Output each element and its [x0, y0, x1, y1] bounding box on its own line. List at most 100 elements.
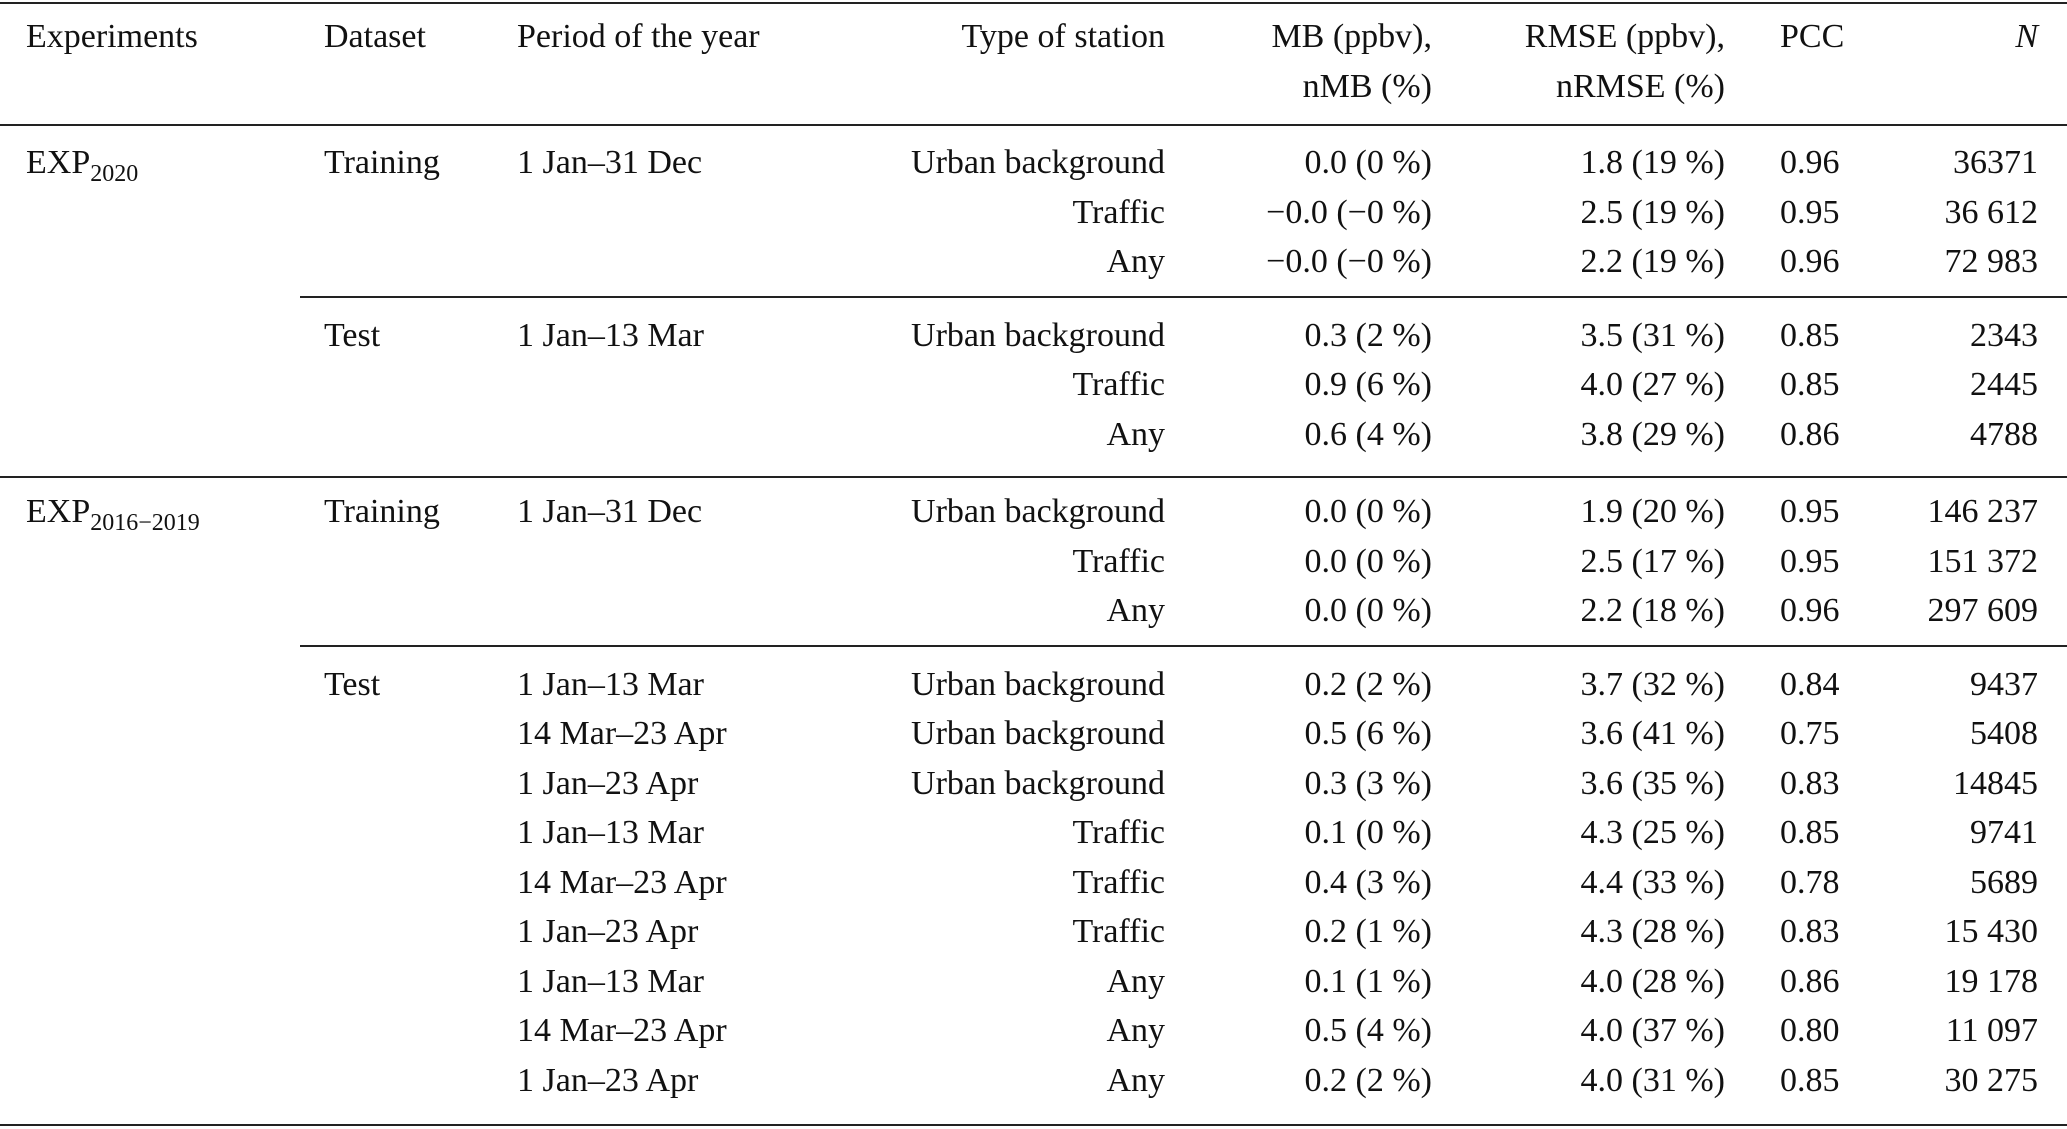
station-type: Urban background: [911, 715, 1165, 752]
pcc: 0.83: [1780, 913, 1840, 950]
rule: [0, 124, 2067, 126]
experiment-base: EXP: [26, 493, 91, 530]
n: 30 275: [1944, 1061, 2039, 1099]
pcc: 0.85: [1780, 1061, 1840, 1099]
header-cell: MB (ppbv),: [1271, 18, 1432, 55]
pcc: 0.86: [1780, 962, 1840, 1000]
mb: −0.0 (−0 %): [1266, 193, 1432, 231]
n: 36 612: [1944, 193, 2039, 231]
n: 5408: [1970, 715, 2038, 752]
mb: 0.4 (3 %): [1304, 863, 1432, 901]
station-type: Any: [1106, 415, 1165, 453]
period: 1 Jan–23 Apr: [517, 1061, 699, 1099]
header-cell: Experiments: [26, 18, 198, 55]
pcc: 0.95: [1780, 193, 1840, 231]
n: 4788: [1970, 415, 2038, 453]
pcc: 0.85: [1780, 316, 1840, 354]
header-cell: Dataset: [324, 18, 426, 55]
rmse: 3.5 (31 %): [1580, 316, 1725, 354]
mb: 0.0 (0 %): [1304, 144, 1432, 181]
rule: [0, 1124, 2067, 1126]
mb: 0.6 (4 %): [1304, 415, 1432, 453]
experiment-sub: 2016−2019: [90, 510, 200, 536]
rmse: 2.5 (17 %): [1580, 542, 1725, 580]
period: 1 Jan–13 Mar: [517, 316, 704, 354]
pcc: 0.78: [1780, 863, 1840, 901]
n: 151 372: [1927, 542, 2039, 580]
station-type: Urban background: [911, 493, 1165, 530]
n: 11 097: [1945, 1012, 2038, 1049]
pcc: 0.86: [1780, 415, 1840, 453]
rmse: 3.7 (32 %): [1580, 665, 1725, 703]
header-cell: Type of station: [961, 18, 1165, 55]
period: 14 Mar–23 Apr: [517, 1012, 727, 1049]
header-cell: N: [2015, 18, 2038, 55]
station-type: Traffic: [1072, 542, 1165, 580]
mb: 0.3 (2 %): [1304, 316, 1432, 354]
header-cell: nMB (%): [1302, 68, 1432, 105]
n: 5689: [1970, 863, 2038, 901]
mb: 0.0 (0 %): [1304, 542, 1432, 580]
n: 72 983: [1944, 243, 2039, 280]
period: 1 Jan–23 Apr: [517, 913, 699, 950]
n: 14845: [1953, 764, 2038, 802]
rmse: 4.0 (27 %): [1580, 366, 1725, 403]
station-type: Urban background: [911, 316, 1165, 354]
experiment-sub: 2020: [90, 161, 139, 187]
pcc: 0.95: [1780, 542, 1840, 580]
mb: 0.5 (6 %): [1304, 715, 1432, 752]
pcc: 0.83: [1780, 764, 1840, 802]
mb: 0.9 (6 %): [1304, 366, 1432, 403]
dataset: Test: [324, 316, 381, 354]
mb: 0.0 (0 %): [1304, 493, 1432, 530]
rmse: 4.4 (33 %): [1580, 863, 1725, 901]
header-cell: nRMSE (%): [1555, 68, 1725, 105]
n: 19 178: [1944, 962, 2039, 1000]
n: 9741: [1970, 814, 2038, 851]
experiment-base: EXP: [26, 144, 91, 181]
rule: [300, 296, 2067, 298]
mb: 0.1 (1 %): [1304, 962, 1432, 1000]
period: 1 Jan–13 Mar: [517, 962, 704, 1000]
dataset: Training: [324, 493, 440, 530]
experiment: EXP2016−2019: [26, 492, 200, 535]
rmse: 1.9 (20 %): [1580, 493, 1725, 530]
rmse: 4.0 (28 %): [1580, 962, 1725, 1000]
mb: −0.0 (−0 %): [1266, 243, 1432, 280]
period: 1 Jan–13 Mar: [517, 665, 704, 703]
header-cell: PCC: [1780, 18, 1845, 55]
n: 36371: [1953, 144, 2038, 181]
mb: 0.0 (0 %): [1304, 592, 1432, 629]
station-type: Traffic: [1072, 913, 1165, 950]
rule: [300, 645, 2067, 647]
mb: 0.3 (3 %): [1304, 764, 1432, 802]
rmse: 4.0 (31 %): [1580, 1061, 1725, 1099]
station-type: Traffic: [1072, 366, 1165, 403]
rmse: 1.8 (19 %): [1580, 144, 1725, 181]
period: 14 Mar–23 Apr: [517, 715, 727, 752]
pcc: 0.80: [1780, 1012, 1840, 1049]
header-cell: RMSE (ppbv),: [1524, 18, 1725, 55]
pcc: 0.96: [1780, 592, 1840, 629]
mb: 0.2 (2 %): [1304, 665, 1432, 703]
n: 2343: [1970, 316, 2038, 354]
rmse: 2.2 (18 %): [1580, 592, 1725, 629]
pcc: 0.96: [1780, 243, 1840, 280]
dataset: Test: [324, 665, 381, 703]
station-type: Urban background: [911, 665, 1165, 703]
period: 14 Mar–23 Apr: [517, 863, 727, 901]
pcc: 0.85: [1780, 366, 1840, 403]
station-type: Urban background: [911, 764, 1165, 802]
header-cell: Period of the year: [517, 18, 760, 55]
rmse: 4.3 (28 %): [1580, 913, 1725, 950]
n: 146 237: [1927, 493, 2039, 530]
rule: [0, 2, 2067, 4]
n: 9437: [1970, 665, 2038, 703]
station-type: Any: [1106, 1061, 1165, 1099]
dataset: Training: [324, 144, 440, 181]
rmse: 4.3 (25 %): [1580, 814, 1725, 851]
rmse: 3.6 (35 %): [1580, 764, 1725, 802]
station-type: Any: [1106, 592, 1165, 629]
pcc: 0.75: [1780, 715, 1840, 752]
